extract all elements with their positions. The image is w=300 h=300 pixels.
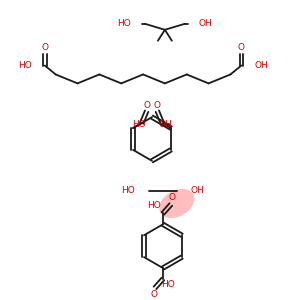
Text: OH: OH	[158, 120, 172, 129]
Text: HO: HO	[122, 186, 135, 195]
Text: O: O	[151, 290, 158, 299]
Text: OH: OH	[191, 186, 205, 195]
Text: O: O	[238, 43, 245, 52]
Text: O: O	[41, 43, 48, 52]
Text: HO: HO	[117, 19, 131, 28]
Text: HO: HO	[147, 201, 161, 210]
Text: O: O	[154, 101, 161, 110]
Text: OH: OH	[254, 61, 268, 70]
Text: OH: OH	[199, 19, 212, 28]
Text: O: O	[168, 193, 175, 202]
Text: HO: HO	[132, 120, 145, 129]
Text: O: O	[143, 101, 150, 110]
Ellipse shape	[159, 189, 194, 218]
Text: HO: HO	[18, 61, 32, 70]
Text: HO: HO	[161, 280, 175, 290]
